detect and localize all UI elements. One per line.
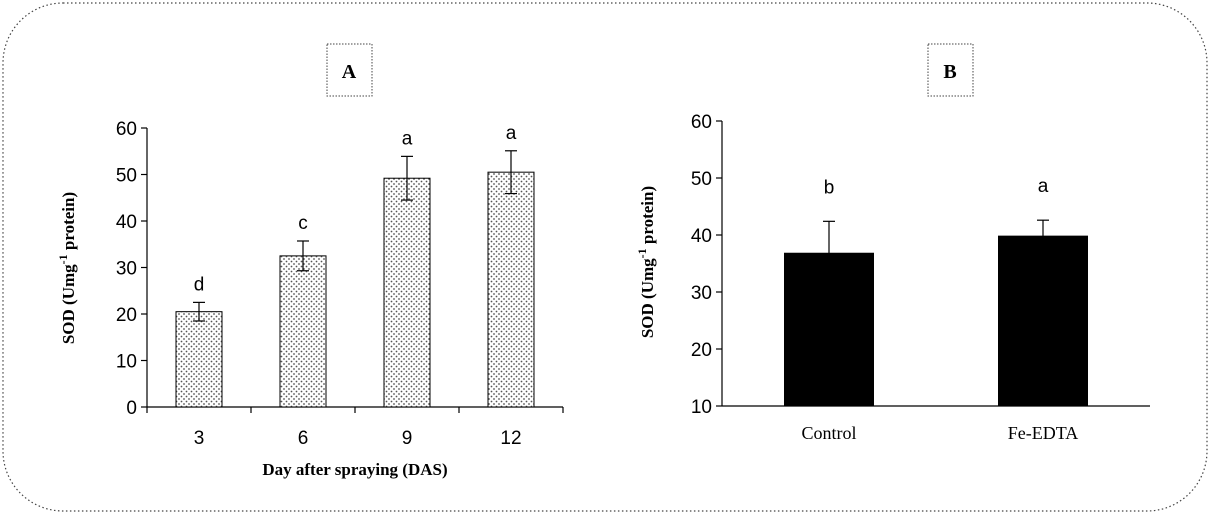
panel-b-title: B <box>943 61 956 83</box>
significance-label: c <box>298 213 308 234</box>
significance-label: b <box>824 177 835 198</box>
bar <box>998 235 1088 407</box>
x-tick-label: Fe-EDTA <box>1008 423 1079 443</box>
panel-a-title: A <box>342 61 357 83</box>
x-tick-label: Control <box>801 423 856 443</box>
y-tick-label: 10 <box>116 352 137 373</box>
bar <box>175 311 223 408</box>
y-tick-label: 60 <box>116 119 137 140</box>
bar <box>383 177 431 408</box>
panel-a-ylabel: SOD (Umg-1 protein) <box>56 192 78 344</box>
panel-b-bars: b Control a Fe-EDTA <box>784 176 1088 443</box>
significance-label: a <box>402 128 413 149</box>
panel-b-title-box <box>927 43 974 97</box>
panel-a-xlabel: Day after spraying (DAS) <box>262 460 447 479</box>
bar <box>784 252 874 407</box>
panel-a-title-box <box>326 43 373 97</box>
bar <box>279 255 327 408</box>
x-tick-label: 12 <box>500 428 521 449</box>
panel-a-bars: d 3 c 6 a 9 a 12 <box>175 123 535 449</box>
y-tick-label: 40 <box>691 226 712 247</box>
x-tick-label: 6 <box>298 428 309 449</box>
y-tick-label: 20 <box>116 305 137 326</box>
y-tick-label: 60 <box>691 112 712 133</box>
y-tick-label: 10 <box>691 397 712 418</box>
y-tick-label: 20 <box>691 340 712 361</box>
y-tick-label: 40 <box>116 212 137 233</box>
panel-b-axes: 10 20 30 40 50 60 <box>691 112 1150 418</box>
panel-b-ylabel: SOD (Umg-1 protein) <box>635 186 657 338</box>
y-tick-label: 50 <box>691 169 712 190</box>
bar <box>487 171 535 408</box>
y-tick-label: 30 <box>116 259 137 280</box>
y-tick-label: 30 <box>691 283 712 304</box>
y-tick-label: 50 <box>116 166 137 187</box>
x-tick-label: 3 <box>194 428 205 449</box>
significance-label: a <box>1038 176 1049 197</box>
y-tick-label: 0 <box>126 398 137 419</box>
panel-a-chart: A 0 10 20 30 40 50 60 d 3 c 6 a 9 a 12 Day after spra… <box>56 43 564 479</box>
significance-label: a <box>506 123 517 144</box>
x-tick-label: 9 <box>402 428 413 449</box>
panel-b-chart: B 10 20 30 40 50 60 b Control a Fe-EDTA SOD (Umg… <box>635 43 1150 443</box>
significance-label: d <box>194 274 205 295</box>
